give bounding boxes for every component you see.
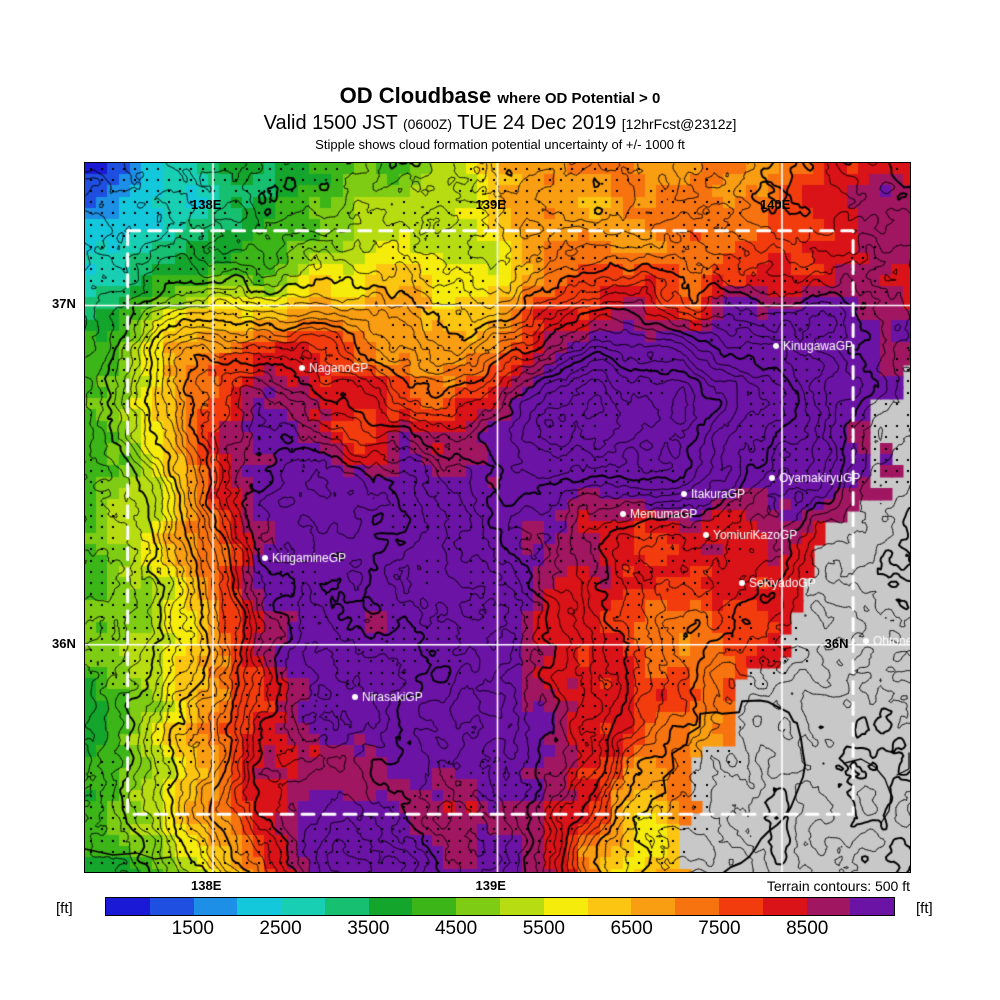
forecast-tag-text: [12hrFcst@2312z]	[621, 116, 737, 132]
colorbar-segment-16	[806, 898, 851, 915]
colorbar-tick-4500: 4500	[434, 918, 478, 939]
map-plot-area[interactable]: NaganoGPKirigamineGPNirasakiGPFujikawaGP…	[85, 163, 910, 872]
colorbar-tick-2500: 2500	[259, 918, 302, 939]
title-condition-text: where OD Potential > 0	[497, 90, 661, 107]
lat-label-left-36N: 36N	[52, 635, 76, 651]
colorbar-unit-left: [ft]	[56, 900, 73, 917]
colorbar-segment-3	[237, 898, 282, 915]
lat-label-left-37N: 37N	[52, 296, 76, 312]
colorbar-segment-9	[500, 898, 544, 915]
lon-label-bottom-138E: 138E	[191, 878, 222, 893]
chart-title-block: OD Cloudbase where OD Potential > 0 Vali…	[0, 84, 1000, 153]
terrain-contour-note: Terrain contours: 500 ft	[766, 878, 910, 894]
lon-label-top-138E: 138E	[191, 197, 222, 212]
colorbar-segment-11	[587, 898, 632, 915]
valid-zulu-text: (0600Z)	[402, 116, 453, 132]
colorbar-segment-6	[368, 898, 413, 915]
lon-label-bottom-139E: 139E	[475, 878, 506, 893]
colorbar-segment-14	[718, 898, 763, 915]
colorbar-tick-labels: 1500 2500 3500 4500 5500 6500 7500 8500	[105, 918, 895, 942]
title-line-main: OD Cloudbase where OD Potential > 0	[0, 84, 1000, 111]
colorbar-tick-1500: 1500	[171, 918, 214, 939]
lon-label-top-140E: 140E	[759, 197, 791, 212]
colorbar-segment-0	[106, 898, 150, 915]
cloudbase-heatmap-canvas[interactable]	[85, 163, 910, 872]
title-line-subtitle: Stipple shows cloud formation potential …	[315, 137, 685, 152]
colorbar-segment-1	[149, 898, 194, 915]
colorbar-tick-5500: 5500	[522, 918, 566, 939]
colorbar-segment-4	[281, 898, 325, 915]
colorbar-unit-right: [ft]	[916, 900, 933, 917]
title-main-text: OD Cloudbase	[339, 83, 492, 108]
colorbar-segment-8	[456, 898, 501, 915]
colorbar-tick-7500: 7500	[698, 918, 741, 939]
colorbar-segment-7	[412, 898, 457, 915]
colorbar-segment-10	[543, 898, 588, 915]
colorbar-segment-2	[193, 898, 238, 915]
colorbar-tick-3500: 3500	[347, 918, 390, 939]
colorbar-segment-5	[324, 898, 369, 915]
colorbar-segment-12	[631, 898, 676, 915]
lat-label-right-36N: 36N	[824, 635, 849, 651]
colorbar-segment-13	[675, 898, 719, 915]
valid-time-text: Valid 1500 JST	[263, 112, 398, 134]
colorbar-tick-6500: 6500	[610, 918, 653, 939]
colorbar-segment-17	[850, 898, 895, 915]
colorbar-tick-8500: 8500	[786, 918, 829, 939]
lon-label-top-139E: 139E	[475, 197, 506, 212]
colorbar[interactable]	[105, 897, 895, 916]
title-line-valid: Valid 1500 JST (0600Z) TUE 24 Dec 2019 […	[0, 112, 1000, 136]
colorbar-segment-15	[762, 898, 807, 915]
valid-date-text: TUE 24 Dec 2019	[457, 112, 617, 134]
